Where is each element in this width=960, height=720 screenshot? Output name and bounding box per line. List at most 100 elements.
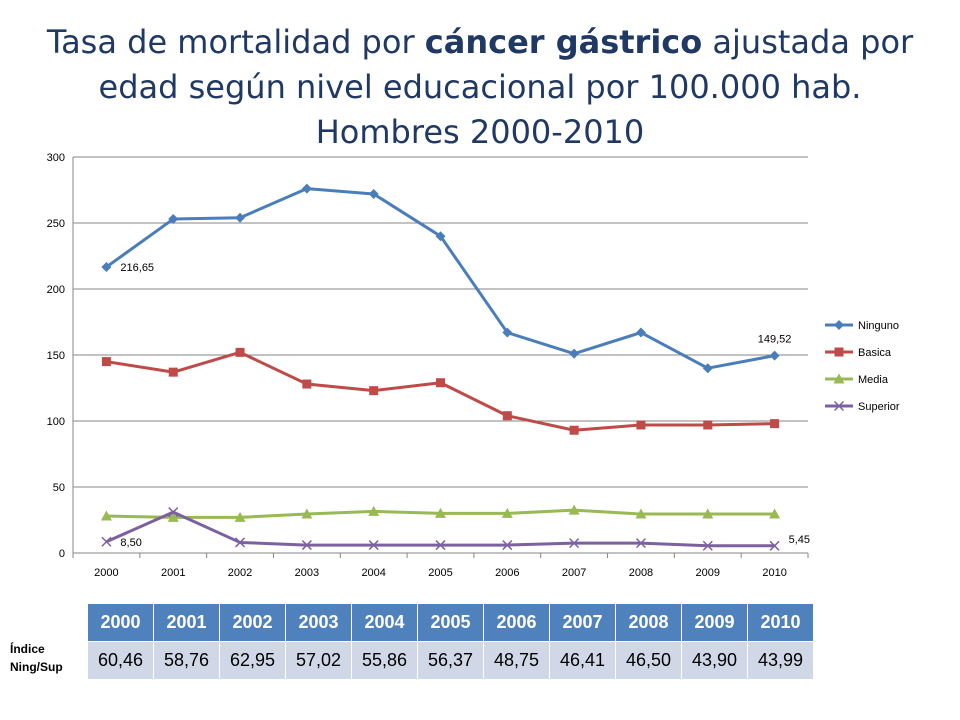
y-tick-label: 100 [47, 416, 65, 428]
data-point-media [368, 505, 380, 516]
data-point-basica [302, 379, 312, 389]
index-value-cell: 60,46 [87, 641, 154, 680]
data-point-media [100, 510, 112, 521]
index-year-cell: 2005 [417, 603, 484, 642]
index-value-cell: 58,76 [153, 641, 220, 680]
x-tick-label: 2010 [762, 567, 786, 579]
index-year-cell: 2000 [87, 603, 154, 642]
data-point-basica [235, 347, 245, 357]
index-year-cell: 2003 [285, 603, 352, 642]
data-point-basica [502, 411, 512, 421]
data-point-ninguno [435, 231, 446, 242]
title-line3: Hombres 2000-2010 [315, 113, 645, 151]
data-point-media [702, 508, 714, 519]
x-tick-label: 2009 [696, 567, 720, 579]
index-value-cell: 46,41 [549, 641, 616, 680]
data-point-basica [436, 378, 445, 388]
index-value-cell: 62,95 [219, 641, 286, 680]
index-table-value-row: 60,46 58,76 62,95 57,02 55,86 56,37 48,75 46,41… [87, 641, 814, 680]
data-point-superior [435, 540, 446, 551]
data-point-basica [636, 420, 646, 430]
line-chart: 0 50 100 150 200 250 300 2000 2001 2002 2003 2004 20… [47, 152, 900, 579]
index-value-cell: 43,99 [747, 641, 814, 680]
index-value-cell: 46,50 [615, 641, 682, 680]
index-value-cell: 56,37 [417, 641, 484, 680]
data-point-superior [368, 540, 379, 551]
series-line-basica [106, 350, 775, 432]
index-year-cell: 2009 [681, 603, 748, 642]
data-point-basica [369, 386, 379, 396]
data-point-media [234, 511, 246, 522]
data-point-basica [101, 357, 111, 367]
index-year-cell: 2002 [219, 603, 286, 642]
y-tick-label: 250 [47, 218, 65, 230]
data-point-basica [569, 425, 579, 435]
data-point-ninguno [301, 183, 312, 194]
data-point-ninguno [368, 188, 379, 199]
data-point-superior [569, 538, 580, 549]
index-value-cell: 57,02 [285, 641, 352, 680]
data-point-ninguno [635, 327, 646, 338]
index-year-cell: 2007 [549, 603, 616, 642]
data-point-ninguno [168, 214, 179, 225]
data-point-ninguno [702, 363, 713, 374]
data-label: 8,50 [120, 537, 141, 549]
legend-label: Media [858, 374, 889, 386]
data-point-superior [168, 507, 179, 518]
data-label: 149,52 [758, 334, 792, 346]
data-point-media [769, 508, 781, 519]
chart-legend: Ninguno Basica Media Superior [825, 320, 900, 413]
title-line1: Tasa de mortalidad por cáncer gástrico a… [46, 23, 914, 61]
y-tick-label: 200 [47, 284, 65, 296]
x-tick-label: 2003 [295, 567, 319, 579]
data-point-basica [168, 367, 178, 377]
index-year-cell: 2004 [351, 603, 418, 642]
chart-gridlines [73, 156, 808, 488]
x-tick-label: 2006 [495, 567, 519, 579]
x-tick-label: 2002 [228, 567, 252, 579]
data-point-superior [635, 538, 646, 549]
data-point-ninguno [101, 262, 112, 273]
x-tick-label: 2008 [629, 567, 653, 579]
chart-title: Tasa de mortalidad por cáncer gástrico a… [20, 20, 940, 155]
index-table: 2000 2001 2002 2003 2004 2005 2006 2007 2008 2009… [87, 603, 814, 680]
data-label: 216,65 [120, 262, 154, 274]
chart-series [100, 183, 781, 551]
legend-label: Superior [858, 401, 900, 413]
legend-marker-basica [834, 347, 844, 357]
index-table-header-row: 2000 2001 2002 2003 2004 2005 2006 2007 2008 2009… [87, 603, 814, 642]
chart-data-labels: 216,65 149,52 8,50 5,45 [120, 262, 810, 549]
legend-marker-media [833, 373, 845, 384]
index-year-cell: 2001 [153, 603, 220, 642]
x-tick-label: 2001 [161, 567, 185, 579]
y-tick-label: 50 [53, 482, 65, 494]
data-point-superior [769, 540, 780, 551]
index-year-cell: 2010 [747, 603, 814, 642]
data-point-superior [101, 536, 112, 547]
legend-marker-superior [833, 400, 845, 412]
legend-label: Ninguno [858, 320, 899, 332]
y-tick-label: 300 [47, 152, 65, 164]
index-value-cell: 43,90 [681, 641, 748, 680]
data-point-superior [702, 540, 713, 551]
x-tick-label: 2005 [428, 567, 452, 579]
data-point-media [635, 508, 647, 519]
data-point-ninguno [769, 350, 780, 361]
data-point-basica [703, 420, 713, 430]
y-tick-label: 150 [47, 350, 65, 362]
legend-label: Basica [858, 347, 892, 359]
x-tick-label: 2004 [361, 567, 385, 579]
chart-axes: 0 50 100 150 200 250 300 2000 2001 2002 2003 2004 20… [47, 152, 809, 579]
title-line2: edad según nivel educacional por 100.000… [98, 68, 862, 106]
index-label: Índice Ning/Sup [10, 640, 63, 676]
data-point-ninguno [235, 212, 246, 223]
index-value-cell: 55,86 [351, 641, 418, 680]
index-label-line2: Ning/Sup [10, 660, 63, 674]
index-year-cell: 2008 [615, 603, 682, 642]
index-year-cell: 2006 [483, 603, 550, 642]
data-point-media [435, 507, 446, 518]
x-tick-label: 2007 [562, 567, 586, 579]
y-tick-label: 0 [59, 548, 65, 560]
x-tick-label: 2000 [94, 567, 118, 579]
index-value-cell: 48,75 [483, 641, 550, 680]
